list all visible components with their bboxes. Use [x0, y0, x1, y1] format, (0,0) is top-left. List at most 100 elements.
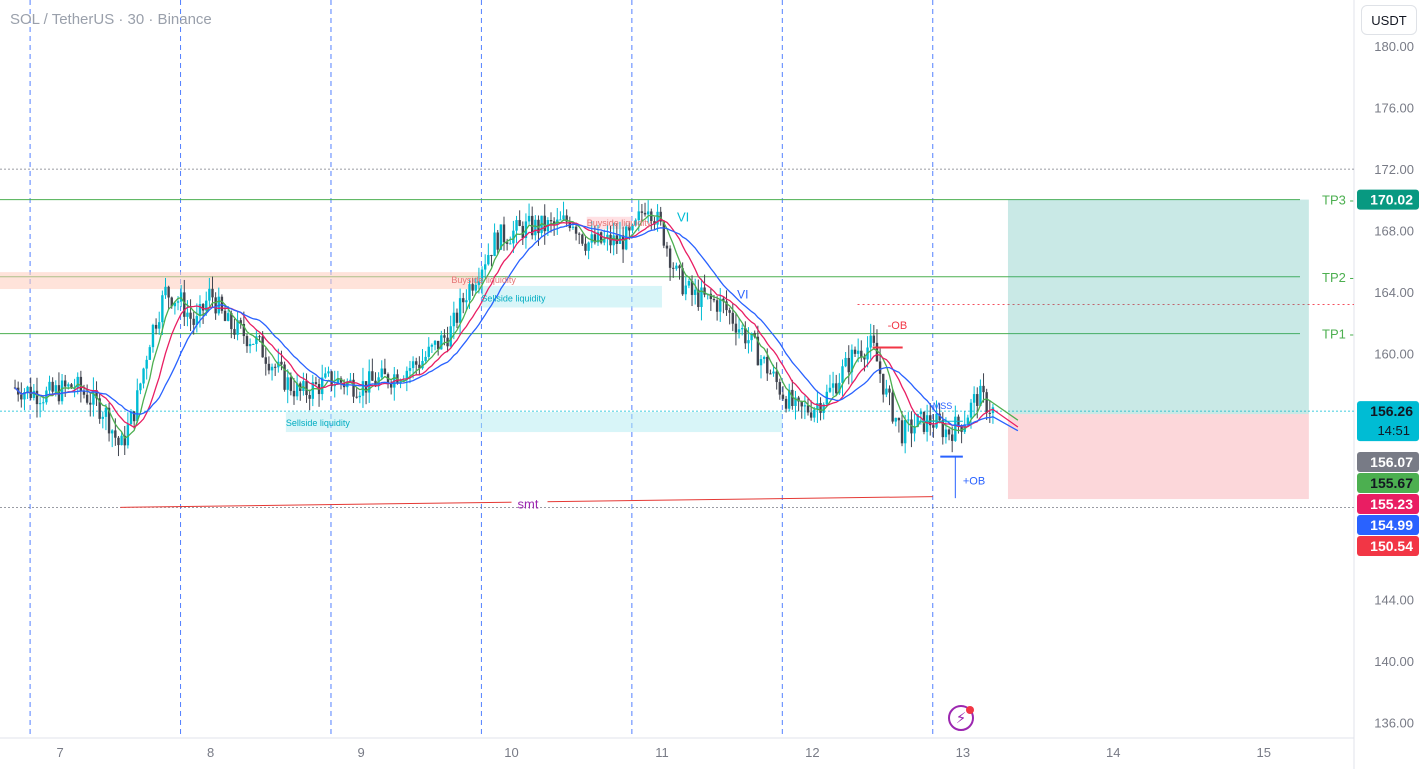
candle-body — [574, 226, 578, 234]
candle-body — [712, 299, 716, 301]
candle-body — [48, 381, 51, 391]
candle-body — [562, 215, 565, 220]
candle-body — [593, 234, 597, 243]
candle-body — [656, 211, 659, 225]
candle-body — [543, 215, 546, 232]
candle-body — [894, 417, 897, 422]
candle-body — [324, 373, 327, 378]
candle-body — [230, 313, 233, 330]
candle-body — [621, 235, 625, 250]
candle-body — [521, 225, 524, 238]
candle-body — [85, 394, 89, 403]
candle-body — [740, 328, 744, 330]
candle-body — [170, 297, 173, 307]
candle-body — [107, 407, 111, 434]
candle-body — [186, 312, 189, 317]
time-tick-label: 7 — [57, 745, 64, 760]
candle-body — [527, 215, 531, 222]
candle-body — [678, 265, 681, 269]
candle-body — [487, 255, 490, 265]
candle-body — [23, 392, 26, 400]
candle-body — [35, 390, 39, 405]
candle-body — [89, 402, 92, 405]
candle-body — [816, 403, 819, 410]
candle-body — [665, 245, 669, 249]
candle-body — [70, 384, 73, 389]
candle-body — [198, 304, 202, 317]
candle-body — [872, 335, 876, 343]
candle-body — [697, 289, 700, 308]
candle-body — [114, 430, 117, 438]
candle-body — [709, 293, 713, 300]
candle-body — [286, 377, 289, 390]
candle-body — [728, 310, 731, 313]
candle-body — [703, 287, 706, 295]
candle-body — [578, 233, 581, 235]
candle-body — [869, 335, 872, 348]
stop-loss-zone[interactable] — [1007, 414, 1309, 500]
candle-body — [189, 312, 192, 319]
candle-body — [878, 361, 882, 374]
candle-body — [819, 403, 822, 413]
candle-body — [424, 356, 427, 362]
candle-body — [145, 359, 148, 369]
time-tick-label: 15 — [1256, 745, 1270, 760]
candle-body — [800, 401, 803, 407]
symbol-header[interactable]: SOL / TetherUS · 30 · Binance — [10, 11, 212, 28]
candle-body — [841, 366, 844, 383]
candle-body — [788, 389, 791, 409]
tp1-label: TP1 - — [1322, 327, 1354, 342]
candle-body — [483, 264, 487, 270]
candle-body — [383, 368, 387, 375]
sellside-liquidity-label: Sellside liquidity — [481, 293, 546, 303]
candle-body — [687, 281, 691, 286]
price-tick-label: 140.00 — [1374, 654, 1414, 669]
candle-body — [596, 232, 600, 243]
candle-body — [418, 364, 421, 369]
candle-body — [440, 335, 443, 350]
candle-body — [32, 390, 36, 398]
candle-body — [104, 407, 108, 417]
take-profit-zone[interactable] — [1007, 199, 1309, 415]
candle-body — [809, 412, 813, 418]
candle-body — [747, 340, 750, 344]
time-tick-label: 10 — [504, 745, 518, 760]
candle-body — [92, 390, 95, 405]
candle-body — [781, 394, 785, 399]
candle-body — [314, 382, 318, 384]
candle-body — [675, 265, 678, 269]
candle-body — [490, 255, 493, 257]
candle-body — [910, 419, 913, 434]
price-label-badge — [1357, 452, 1419, 472]
notification-dot-icon — [966, 706, 974, 714]
candle-body — [803, 405, 807, 407]
candle-body — [443, 335, 446, 338]
candle-body — [759, 359, 763, 366]
candle-body — [161, 295, 164, 323]
vi-label: VI — [677, 209, 689, 224]
minus-ob-label: -OB — [888, 320, 908, 332]
candle-body — [932, 425, 935, 428]
candle-body — [603, 238, 606, 243]
candle-body — [57, 385, 61, 402]
candle-body — [79, 376, 83, 391]
candle-body — [850, 349, 854, 373]
candle-body — [132, 411, 136, 422]
candle-body — [389, 383, 393, 388]
candle-body — [756, 336, 760, 366]
candle-body — [208, 288, 211, 301]
candle-body — [982, 385, 985, 393]
candle-body — [158, 322, 161, 329]
price-label-badge — [1357, 473, 1419, 493]
currency-button[interactable]: USDT — [1361, 5, 1417, 35]
candle-body — [26, 386, 29, 393]
candle-body — [399, 380, 402, 384]
price-label-badge — [1357, 515, 1419, 535]
candle-body — [659, 211, 662, 222]
tradingview-logo-icon[interactable]: ⚡ — [948, 705, 974, 731]
candle-body — [167, 286, 170, 298]
candle-body — [571, 226, 575, 228]
candle-body — [421, 361, 424, 369]
